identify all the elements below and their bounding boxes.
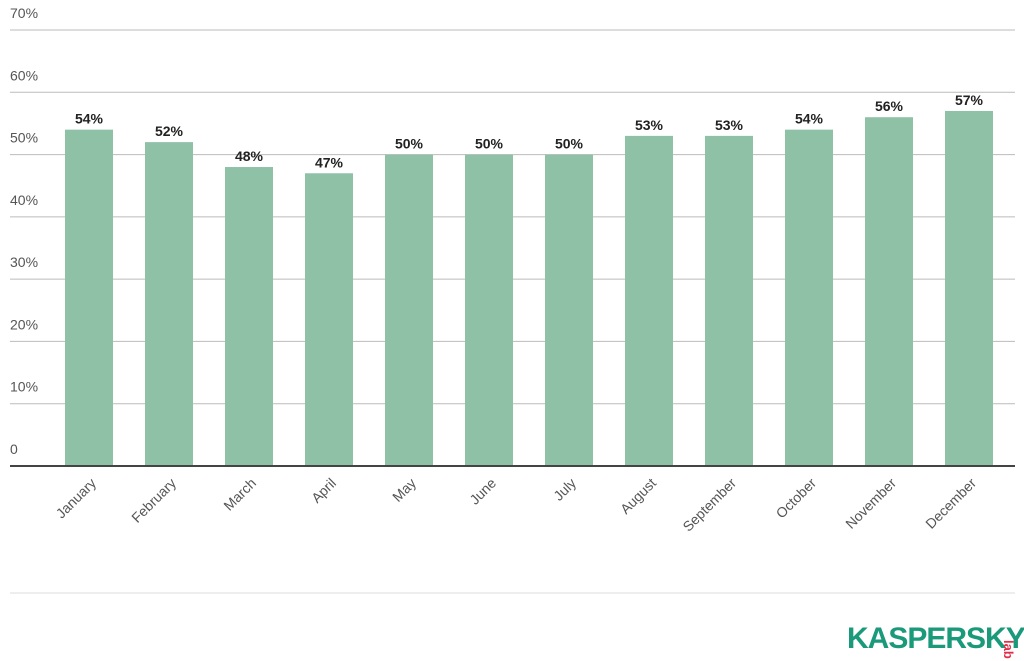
bar (145, 142, 193, 466)
y-tick-label: 60% (10, 67, 38, 83)
bar (865, 117, 913, 466)
value-label: 47% (315, 154, 344, 170)
value-label: 53% (715, 117, 744, 133)
value-label: 52% (155, 123, 184, 139)
bar (785, 129, 833, 466)
value-label: 54% (795, 111, 824, 127)
bar (945, 110, 993, 466)
value-label: 53% (635, 117, 664, 133)
logo-name: KASPERSKY (847, 622, 1024, 655)
y-tick-label: 10% (10, 379, 38, 395)
value-label: 57% (955, 92, 984, 108)
x-tick-label: June (466, 475, 499, 508)
bar (385, 154, 433, 467)
value-label: 50% (555, 136, 584, 152)
value-label: 50% (395, 136, 424, 152)
x-tick-label: April (308, 475, 339, 506)
value-label: 48% (235, 148, 264, 164)
y-tick-label: 20% (10, 316, 38, 332)
x-tick-label: July (550, 475, 579, 504)
value-label: 50% (475, 136, 504, 152)
x-tick-label: March (220, 475, 259, 514)
x-tick-label: January (53, 475, 100, 522)
bar (305, 173, 353, 466)
x-tick-label: December (922, 475, 979, 532)
logo-sub: lab (1001, 640, 1016, 659)
y-tick-label: 50% (10, 130, 38, 146)
x-tick-label: February (128, 475, 179, 526)
y-tick-label: 30% (10, 254, 38, 270)
bar (465, 154, 513, 467)
value-label: 56% (875, 98, 904, 114)
x-tick-label: October (773, 475, 820, 522)
x-tick-label: September (679, 475, 739, 535)
value-label: 54% (75, 111, 104, 127)
bar (225, 167, 273, 466)
x-tick-label: November (842, 475, 899, 532)
y-tick-label: 40% (10, 192, 38, 208)
bar (545, 154, 593, 467)
bar (705, 135, 753, 466)
bar (625, 135, 673, 466)
y-tick-label: 0 (10, 441, 18, 457)
y-tick-label: 70% (10, 5, 38, 21)
bar (65, 129, 113, 466)
x-tick-label: August (617, 475, 659, 517)
x-tick-label: May (389, 475, 419, 505)
